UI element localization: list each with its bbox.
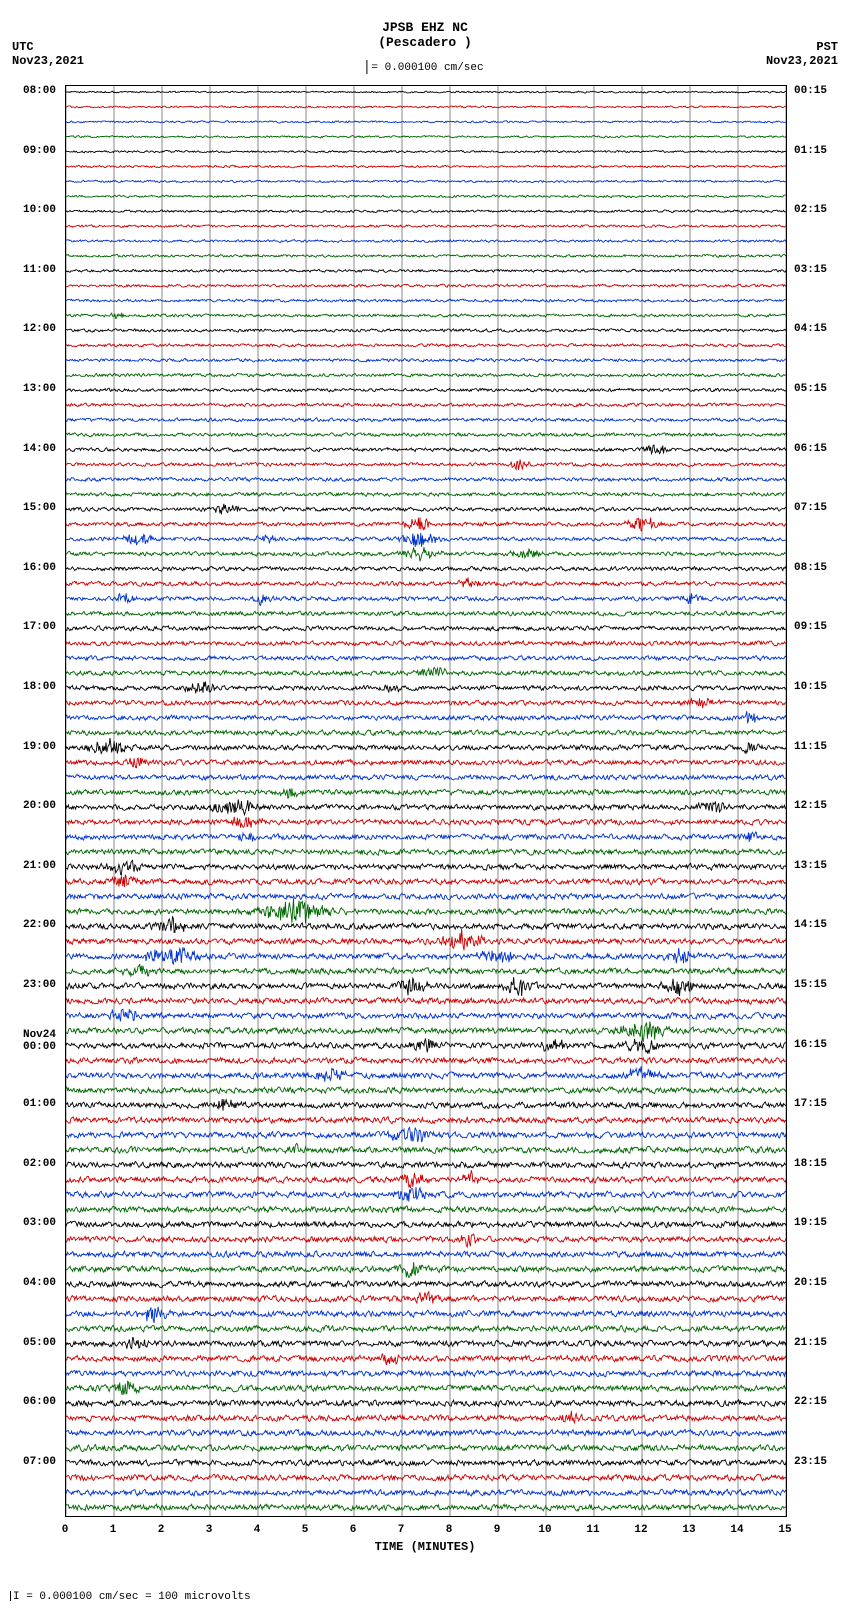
left-tick: 20:00 <box>23 800 56 812</box>
right-tick: 07:15 <box>794 502 827 514</box>
right-tick: 17:15 <box>794 1098 827 1110</box>
left-tick: 12:00 <box>23 323 56 335</box>
x-tick: 14 <box>730 1524 743 1536</box>
right-tick: 05:15 <box>794 383 827 395</box>
left-tick: 18:00 <box>23 681 56 693</box>
right-tick: 04:15 <box>794 323 827 335</box>
right-tick: 23:15 <box>794 1456 827 1468</box>
left-tick: 01:00 <box>23 1098 56 1110</box>
seismogram-container: JPSB EHZ NC (Pescadero ) = 0.000100 cm/s… <box>0 0 850 1613</box>
traces-svg <box>66 86 786 1516</box>
left-tick: 05:00 <box>23 1337 56 1349</box>
right-tick: 09:15 <box>794 621 827 633</box>
tz-left: UTC Nov23,2021 <box>12 40 84 68</box>
right-tick: 16:15 <box>794 1039 827 1051</box>
left-tick: 17:00 <box>23 621 56 633</box>
scale-indicator: = 0.000100 cm/sec <box>366 60 483 74</box>
left-tick: 06:00 <box>23 1396 56 1408</box>
x-axis: TIME (MINUTES) 0123456789101112131415 <box>65 1520 785 1560</box>
helicorder-plot <box>65 85 787 1517</box>
right-tick: 13:15 <box>794 860 827 872</box>
x-tick: 13 <box>682 1524 695 1536</box>
left-tick: 08:00 <box>23 85 56 97</box>
right-tick: 10:15 <box>794 681 827 693</box>
right-tick: 01:15 <box>794 145 827 157</box>
left-tick: 10:00 <box>23 204 56 216</box>
x-tick: 15 <box>778 1524 791 1536</box>
x-tick: 10 <box>538 1524 551 1536</box>
right-tick: 12:15 <box>794 800 827 812</box>
x-tick: 12 <box>634 1524 647 1536</box>
left-tick: 02:00 <box>23 1158 56 1170</box>
left-tick: 21:00 <box>23 860 56 872</box>
header: JPSB EHZ NC (Pescadero ) <box>0 20 850 50</box>
tz-right: PST Nov23,2021 <box>766 40 838 68</box>
x-axis-title: TIME (MINUTES) <box>65 1540 785 1554</box>
right-tick: 15:15 <box>794 979 827 991</box>
x-tick: 4 <box>254 1524 261 1536</box>
x-tick: 11 <box>586 1524 599 1536</box>
x-tick: 8 <box>446 1524 453 1536</box>
x-tick: 5 <box>302 1524 309 1536</box>
right-tick: 02:15 <box>794 204 827 216</box>
right-tick: 19:15 <box>794 1217 827 1229</box>
left-tick: 16:00 <box>23 562 56 574</box>
right-tick: 21:15 <box>794 1337 827 1349</box>
right-tick: 20:15 <box>794 1277 827 1289</box>
left-tick: 14:00 <box>23 443 56 455</box>
x-tick: 6 <box>350 1524 357 1536</box>
left-tick: Nov2400:00 <box>23 1029 56 1053</box>
left-tick: 09:00 <box>23 145 56 157</box>
x-tick: 3 <box>206 1524 213 1536</box>
tz-right-label: PST <box>766 40 838 54</box>
right-tick: 08:15 <box>794 562 827 574</box>
footer-scale: I = 0.000100 cm/sec = 100 microvolts <box>8 1591 251 1603</box>
tz-right-date: Nov23,2021 <box>766 54 838 68</box>
right-tick: 11:15 <box>794 741 827 753</box>
station-code: JPSB EHZ NC <box>0 20 850 35</box>
station-location: (Pescadero ) <box>0 35 850 50</box>
x-tick: 9 <box>494 1524 501 1536</box>
x-tick: 2 <box>158 1524 165 1536</box>
left-tick: 07:00 <box>23 1456 56 1468</box>
x-tick: 7 <box>398 1524 405 1536</box>
tz-left-date: Nov23,2021 <box>12 54 84 68</box>
left-tick: 03:00 <box>23 1217 56 1229</box>
left-tick: 13:00 <box>23 383 56 395</box>
left-tick: 11:00 <box>23 264 56 276</box>
left-time-labels: 08:00 09:00 10:00 11:00 12:00 13:00 14:00 15:00… <box>0 85 60 1515</box>
right-tick: 18:15 <box>794 1158 827 1170</box>
x-tick: 1 <box>110 1524 117 1536</box>
left-tick: 22:00 <box>23 919 56 931</box>
right-tick: 06:15 <box>794 443 827 455</box>
left-tick: 19:00 <box>23 741 56 753</box>
right-tick: 03:15 <box>794 264 827 276</box>
right-tick: 14:15 <box>794 919 827 931</box>
left-tick: 15:00 <box>23 502 56 514</box>
right-tick: 22:15 <box>794 1396 827 1408</box>
right-time-labels: 00:15 01:15 02:15 03:15 04:15 05:15 06:15 07:15… <box>790 85 850 1515</box>
tz-left-label: UTC <box>12 40 84 54</box>
x-tick: 0 <box>62 1524 69 1536</box>
left-tick: 23:00 <box>23 979 56 991</box>
right-tick: 00:15 <box>794 85 827 97</box>
left-tick: 04:00 <box>23 1277 56 1289</box>
scale-text: = 0.000100 cm/sec <box>371 62 483 74</box>
